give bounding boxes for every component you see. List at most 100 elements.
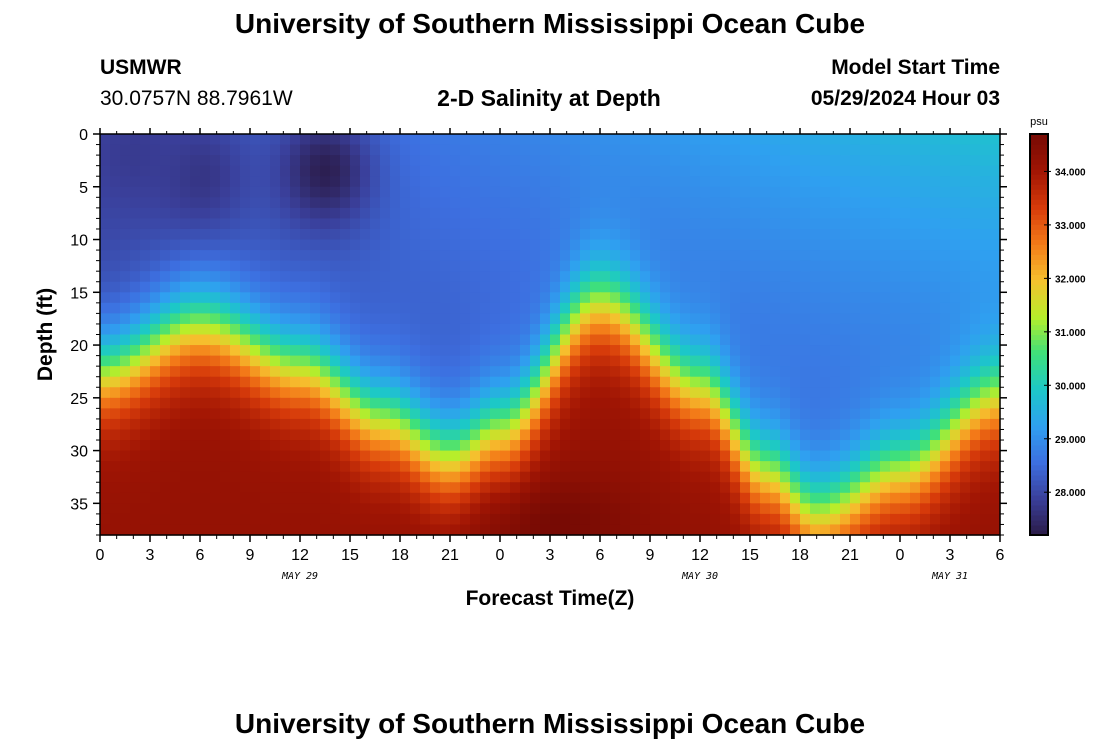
heatmap-cell xyxy=(480,503,491,515)
heatmap-cell xyxy=(290,387,301,399)
heatmap-cell xyxy=(500,387,511,399)
heatmap-cell xyxy=(540,366,551,378)
heatmap-cell xyxy=(630,250,641,262)
heatmap-cell xyxy=(390,366,401,378)
heatmap-cell xyxy=(480,408,491,420)
heatmap-cell xyxy=(620,482,631,494)
heatmap-cell xyxy=(930,334,941,346)
heatmap-cell xyxy=(470,281,481,293)
heatmap-cell xyxy=(430,165,441,177)
heatmap-cell xyxy=(430,503,441,515)
heatmap-cell xyxy=(480,302,491,314)
heatmap-cell xyxy=(980,334,991,346)
heatmap-cell xyxy=(120,471,131,483)
heatmap-cell xyxy=(280,144,291,156)
heatmap-cell xyxy=(520,302,531,314)
heatmap-cell xyxy=(540,323,551,336)
heatmap-cell xyxy=(130,408,141,420)
heatmap-cell xyxy=(800,408,811,420)
heatmap-cell xyxy=(310,228,321,241)
heatmap-cell xyxy=(750,387,761,399)
heatmap-cell xyxy=(170,186,181,198)
heatmap-cell xyxy=(920,218,931,230)
heatmap-cell xyxy=(270,450,281,462)
heatmap-cell xyxy=(420,482,431,494)
heatmap-cell xyxy=(260,313,271,325)
heatmap-cell xyxy=(230,260,241,272)
heatmap-cell xyxy=(710,387,721,399)
heatmap-cell xyxy=(990,376,1001,388)
heatmap-cell xyxy=(120,355,131,367)
heatmap-cell xyxy=(110,218,121,230)
heatmap-cell xyxy=(530,345,541,357)
heatmap-cell xyxy=(820,292,831,304)
heatmap-cell xyxy=(480,461,491,473)
heatmap-cell xyxy=(780,313,791,325)
heatmap-cell xyxy=(410,513,421,526)
heatmap-cell xyxy=(190,271,201,283)
heatmap-cell xyxy=(700,461,711,473)
heatmap-cell xyxy=(570,313,581,325)
heatmap-cell xyxy=(810,482,821,494)
heatmap-cell xyxy=(940,228,951,241)
heatmap-cell xyxy=(700,218,711,230)
heatmap-cell xyxy=(700,450,711,462)
heatmap-cell xyxy=(410,461,421,473)
heatmap-cell xyxy=(480,440,491,452)
heatmap-cell xyxy=(710,461,721,473)
heatmap-cell xyxy=(160,292,171,304)
heatmap-cell xyxy=(680,513,691,526)
heatmap-cell xyxy=(300,397,311,409)
heatmap-cell xyxy=(120,366,131,378)
heatmap-cell xyxy=(990,165,1001,177)
heatmap-cell xyxy=(870,513,881,526)
heatmap-cell xyxy=(350,334,361,346)
heatmap-cell xyxy=(600,165,611,177)
heatmap-cell xyxy=(440,387,451,399)
heatmap-cell xyxy=(640,155,651,167)
heatmap-cell xyxy=(560,513,571,526)
heatmap-cell xyxy=(290,429,301,441)
heatmap-cell xyxy=(960,165,971,177)
heatmap-cell xyxy=(220,155,231,167)
heatmap-cell xyxy=(510,323,521,336)
heatmap-cell xyxy=(510,186,521,198)
heatmap-cell xyxy=(440,239,451,251)
heatmap-cell xyxy=(660,471,671,483)
heatmap-cell xyxy=(640,345,651,357)
heatmap-cell xyxy=(560,492,571,504)
heatmap-cell xyxy=(190,207,201,220)
heatmap-cell xyxy=(860,524,871,536)
heatmap-cell xyxy=(330,397,341,409)
heatmap-cell xyxy=(490,218,501,230)
heatmap-cell xyxy=(750,165,761,177)
heatmap-cell xyxy=(430,408,441,420)
heatmap-cell xyxy=(540,155,551,167)
heatmap-cell xyxy=(380,461,391,473)
heatmap-cell xyxy=(640,134,651,146)
colorbar-cell xyxy=(1030,134,1048,140)
heatmap-cell xyxy=(360,176,371,188)
heatmap-cell xyxy=(170,366,181,378)
heatmap-cell xyxy=(180,366,191,378)
heatmap-cell xyxy=(490,186,501,198)
heatmap-cell xyxy=(390,492,401,504)
heatmap-cell xyxy=(980,513,991,526)
heatmap-cell xyxy=(940,471,951,483)
heatmap-cell xyxy=(770,144,781,156)
heatmap-cell xyxy=(530,418,541,431)
heatmap-cell xyxy=(490,239,501,251)
heatmap-cell xyxy=(480,387,491,399)
heatmap-cell xyxy=(940,207,951,220)
heatmap-cell xyxy=(850,155,861,167)
heatmap-cell xyxy=(550,397,561,409)
heatmap-cell xyxy=(130,482,141,494)
heatmap-cell xyxy=(300,503,311,515)
heatmap-cell xyxy=(410,524,421,536)
colorbar-cell xyxy=(1030,349,1048,356)
heatmap-cell xyxy=(500,186,511,198)
heatmap-cell xyxy=(440,503,451,515)
heatmap-cell xyxy=(200,355,211,367)
colorbar-cell xyxy=(1030,264,1048,270)
heatmap-cell xyxy=(350,366,361,378)
